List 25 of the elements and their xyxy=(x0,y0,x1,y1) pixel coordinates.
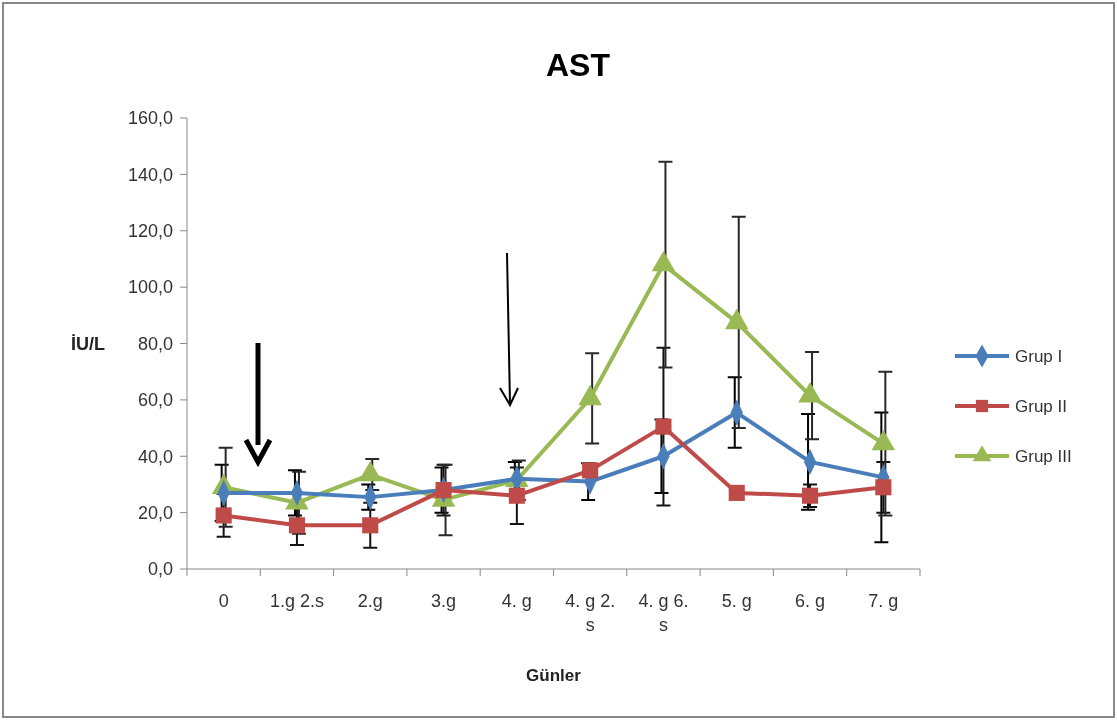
x-tick-label: 1.g 2.s xyxy=(269,591,324,611)
legend-label: Grup II xyxy=(1015,396,1067,416)
x-tick-label: 4. g xyxy=(501,591,532,611)
y-tick-label: 80,0 xyxy=(137,333,173,354)
y-tick-label: 40,0 xyxy=(137,446,173,467)
x-tick-label: 3.g xyxy=(431,591,457,611)
y-tick-label: 100,0 xyxy=(127,277,173,298)
legend-label: Grup III xyxy=(1015,446,1072,466)
y-tick-label: 140,0 xyxy=(127,164,173,185)
y-tick-label: 120,0 xyxy=(127,221,173,242)
y-tick-label: 0,0 xyxy=(147,559,173,580)
x-tick-label: 0 xyxy=(218,591,229,611)
x-tick-label: 2.g xyxy=(357,591,383,611)
x-tick-label: 4. g 6. s xyxy=(638,591,689,635)
y-tick-label: 20,0 xyxy=(137,502,173,523)
x-tick-label: 4. g 2. s xyxy=(565,591,616,635)
y-axis-title: İU/L xyxy=(71,333,105,354)
y-tick-label: 160,0 xyxy=(127,108,173,129)
x-tick-label: 7. g xyxy=(868,591,899,611)
y-tick-label: 60,0 xyxy=(137,390,173,411)
x-tick-label: 5. g xyxy=(721,591,752,611)
legend-label: Grup I xyxy=(1015,346,1063,366)
chart-title: AST xyxy=(546,47,611,83)
x-axis-title: Günler xyxy=(526,666,582,685)
x-tick-label: 6. g xyxy=(795,591,826,611)
